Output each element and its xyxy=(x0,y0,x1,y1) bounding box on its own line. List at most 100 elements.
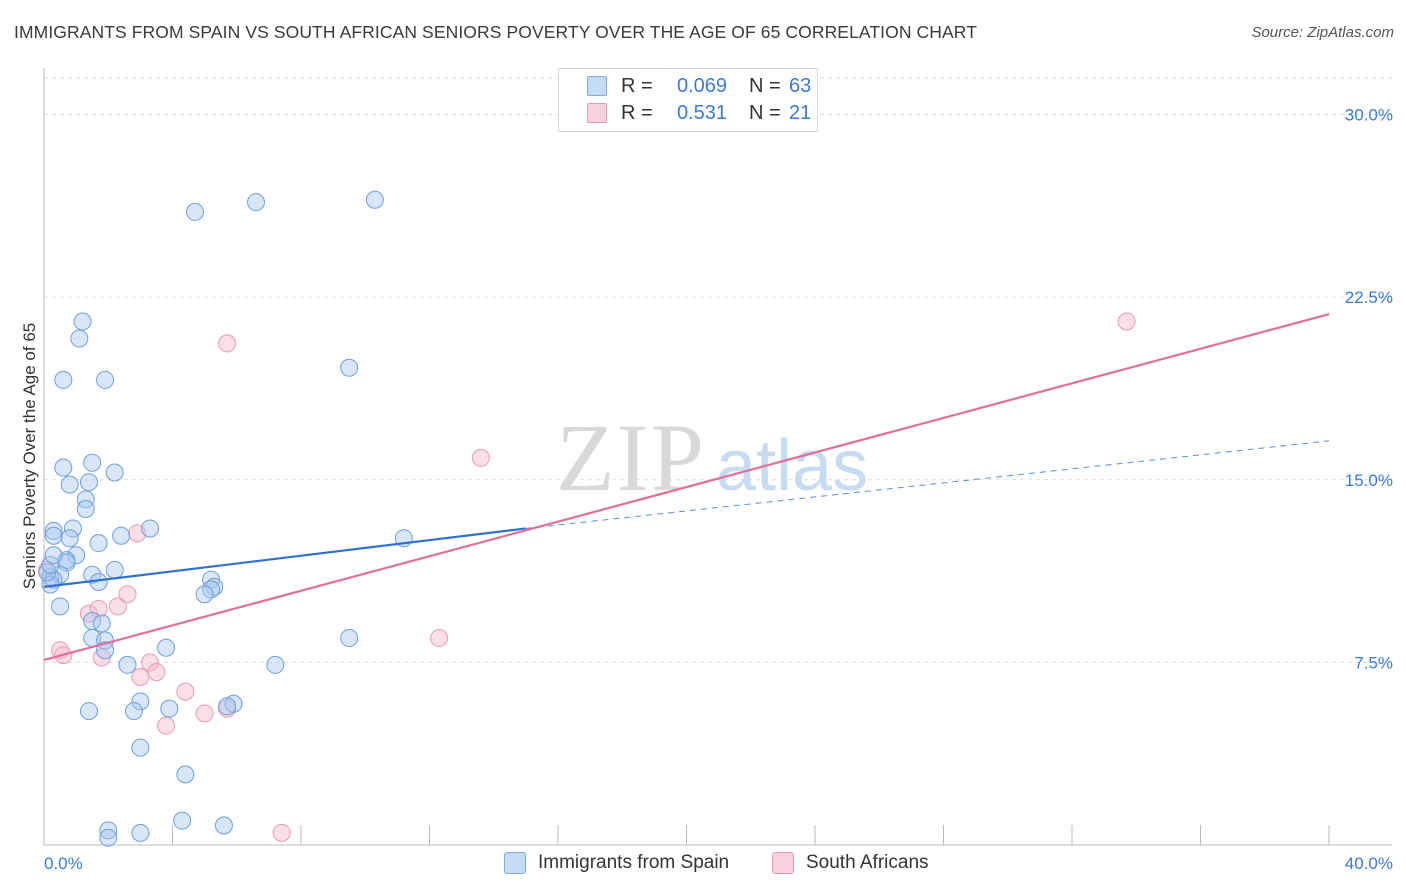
legend-swatch-south-africans xyxy=(772,852,794,874)
point-spain xyxy=(99,821,118,840)
point-spain xyxy=(76,499,95,518)
point-spain xyxy=(73,312,92,331)
chart-title: IMMIGRANTS FROM SPAIN VS SOUTH AFRICAN S… xyxy=(14,22,978,42)
point-south-africans xyxy=(157,716,176,735)
spain-points xyxy=(38,190,413,847)
y-tick-label: 22.5% xyxy=(1345,288,1393,307)
point-south-africans xyxy=(195,704,214,723)
point-spain xyxy=(96,641,115,660)
point-spain xyxy=(70,329,89,348)
legend-swatch-spain xyxy=(504,852,526,874)
watermark: ZIP atlas xyxy=(556,404,868,511)
point-spain xyxy=(131,692,150,711)
point-spain xyxy=(112,526,131,545)
point-spain xyxy=(365,190,384,209)
point-spain xyxy=(44,546,63,565)
point-spain xyxy=(79,702,98,721)
point-spain xyxy=(218,697,237,716)
point-spain xyxy=(63,519,82,538)
trend-line-south-africans xyxy=(43,313,1330,662)
axes xyxy=(43,68,1392,846)
point-spain xyxy=(105,560,124,579)
point-spain xyxy=(99,828,118,847)
n-value: 21 xyxy=(789,101,812,124)
point-south-africans xyxy=(141,653,160,672)
correlation-legend: R = 0.069 N = 63 R = 0.531 N = 21 xyxy=(558,68,818,132)
point-south-africans xyxy=(118,585,137,604)
point-spain xyxy=(266,655,285,674)
point-spain xyxy=(105,463,124,482)
point-spain xyxy=(340,358,359,377)
y-tick-label: 7.5% xyxy=(1354,653,1393,672)
point-spain xyxy=(83,453,102,472)
point-spain xyxy=(214,816,233,835)
point-spain xyxy=(60,529,79,548)
y-tick-label: 30.0% xyxy=(1345,106,1393,125)
south-africans-points xyxy=(38,312,1136,842)
point-spain xyxy=(160,699,179,718)
trend-lines xyxy=(43,313,1330,662)
point-spain xyxy=(44,570,63,589)
r-label: R = xyxy=(621,101,653,124)
point-spain xyxy=(41,555,60,574)
point-south-africans xyxy=(176,682,195,701)
source-attribution: Source: ZipAtlas.com xyxy=(1251,24,1394,41)
tick-labels: 7.5% 15.0% 22.5% 30.0% 0.0% 40.0% xyxy=(44,106,1393,873)
point-spain xyxy=(83,565,102,584)
point-spain xyxy=(131,823,150,842)
grid-lines xyxy=(44,77,1392,663)
point-spain xyxy=(54,458,73,477)
y-tick-label: 15.0% xyxy=(1345,471,1393,490)
point-spain xyxy=(44,521,63,540)
n-label: N = xyxy=(749,101,781,124)
point-spain xyxy=(131,738,150,757)
legend-label-spain: Immigrants from Spain xyxy=(538,852,730,873)
n-label: N = xyxy=(749,74,781,97)
legend-row-south-africans: R = 0.531 N = 21 xyxy=(587,100,811,126)
r-label: R = xyxy=(621,74,653,97)
r-value: 0.531 xyxy=(676,101,727,124)
point-south-africans xyxy=(471,448,490,467)
point-south-africans xyxy=(131,667,150,686)
point-spain xyxy=(185,202,204,221)
point-spain xyxy=(205,577,224,596)
point-spain xyxy=(157,638,176,657)
point-spain xyxy=(340,629,359,648)
n-value: 63 xyxy=(789,74,812,97)
legend-row-spain: R = 0.069 N = 63 xyxy=(587,73,811,99)
point-spain xyxy=(124,702,143,721)
point-south-africans xyxy=(147,663,166,682)
legend-item-spain[interactable]: Immigrants from Spain xyxy=(504,852,729,874)
point-spain xyxy=(60,475,79,494)
point-spain xyxy=(176,765,195,784)
point-spain xyxy=(96,370,115,389)
point-south-africans xyxy=(272,823,291,842)
y-axis-label: Seniors Poverty Over the Age of 65 xyxy=(20,322,39,590)
point-spain xyxy=(195,585,214,604)
point-south-africans xyxy=(1117,312,1136,331)
x-tick-label: 0.0% xyxy=(44,854,83,873)
watermark-zip: ZIP xyxy=(556,404,706,511)
x-tick-label: 40.0% xyxy=(1345,854,1393,873)
point-spain xyxy=(89,534,108,553)
legend-item-south-africans[interactable]: South Africans xyxy=(772,852,929,874)
point-spain xyxy=(118,655,137,674)
r-value: 0.069 xyxy=(676,74,727,97)
point-spain xyxy=(76,490,95,509)
legend-swatch-south-africans xyxy=(587,103,607,123)
point-south-africans xyxy=(108,597,127,616)
point-spain xyxy=(141,519,160,538)
legend-swatch-spain xyxy=(587,76,607,96)
point-spain xyxy=(54,370,73,389)
trend-line-spain xyxy=(43,527,527,588)
series-legend: Immigrants from Spain South Africans xyxy=(0,852,1406,878)
point-spain xyxy=(92,614,111,633)
point-spain xyxy=(247,193,266,212)
point-spain xyxy=(67,546,86,565)
point-spain xyxy=(51,597,70,616)
watermark-atlas: atlas xyxy=(716,426,868,506)
point-spain xyxy=(173,811,192,830)
point-south-africans xyxy=(218,334,237,353)
point-spain xyxy=(79,473,98,492)
